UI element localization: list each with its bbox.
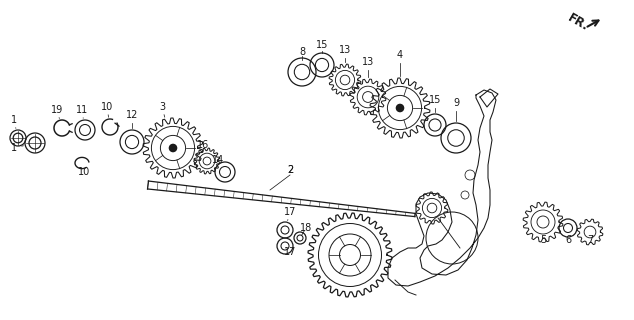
Text: 5: 5 <box>540 235 546 245</box>
Text: 1: 1 <box>11 143 17 153</box>
Text: 3: 3 <box>159 102 165 112</box>
Text: 13: 13 <box>339 45 351 55</box>
Text: 4: 4 <box>397 50 403 60</box>
Text: 11: 11 <box>76 105 88 115</box>
Text: 19: 19 <box>51 105 63 115</box>
Text: FR.: FR. <box>565 11 590 33</box>
Circle shape <box>396 104 404 112</box>
Circle shape <box>169 144 177 152</box>
Text: 15: 15 <box>316 40 328 50</box>
Text: 2: 2 <box>287 165 293 175</box>
Text: 6: 6 <box>565 235 571 245</box>
Text: 13: 13 <box>362 57 374 67</box>
Text: 14: 14 <box>212 155 224 165</box>
Text: 17: 17 <box>284 207 296 217</box>
Text: 7: 7 <box>587 235 593 245</box>
Text: 2: 2 <box>287 165 293 175</box>
Text: 8: 8 <box>299 47 305 57</box>
Text: 9: 9 <box>453 98 459 108</box>
Text: 18: 18 <box>300 223 312 233</box>
Text: 1: 1 <box>11 115 17 125</box>
Text: 12: 12 <box>126 110 138 120</box>
Text: 17: 17 <box>284 247 296 257</box>
Text: 10: 10 <box>78 167 90 177</box>
Text: 16: 16 <box>197 140 209 150</box>
Text: 15: 15 <box>429 95 441 105</box>
Text: 10: 10 <box>101 102 113 112</box>
